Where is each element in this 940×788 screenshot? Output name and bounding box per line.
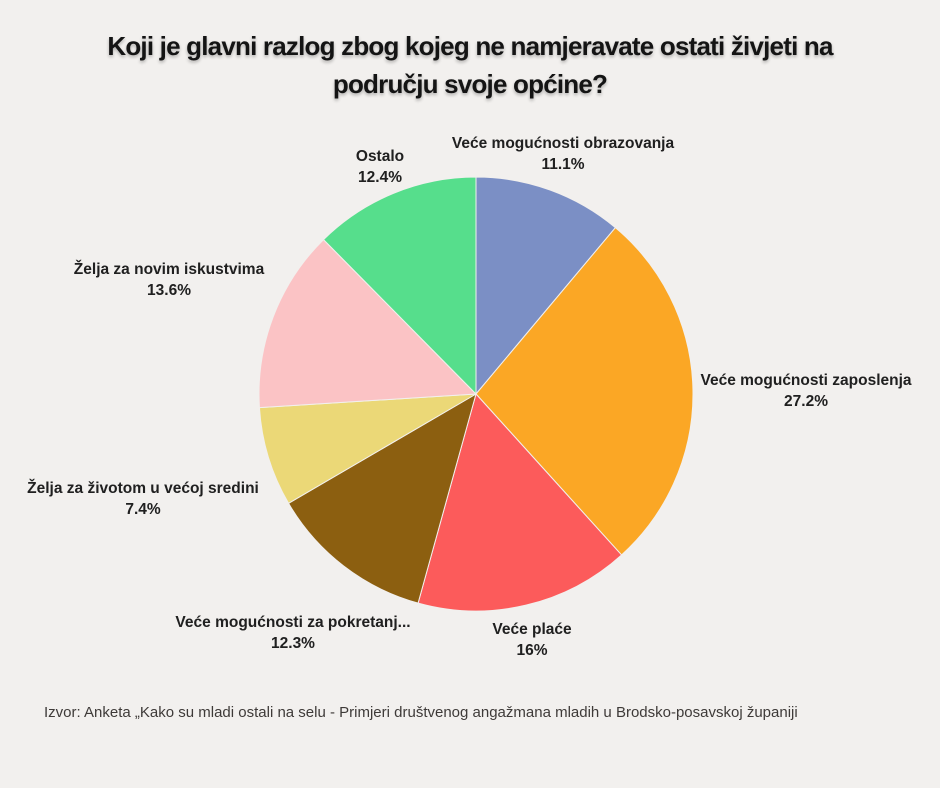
pie-label-iskustva-pct: 13.6% bbox=[147, 282, 191, 299]
source-attribution: Izvor: Anketa „Kako su mladi ostali na s… bbox=[44, 704, 798, 721]
pie-label-iskustva-text: Želja za novim iskustvima bbox=[73, 261, 265, 278]
pie-label-place-pct: 16% bbox=[516, 642, 548, 659]
pie-label-ostalo-pct: 12.4% bbox=[358, 169, 402, 186]
pie-label-obrazovanja-text: Veće mogućnosti obrazovanja bbox=[451, 135, 675, 152]
pie-slice-0 bbox=[475, 176, 616, 395]
pie-label-iskustva: Želja za novim iskustvima 13.6% bbox=[74, 259, 264, 301]
pie-label-obrazovanja: Veće mogućnosti obrazovanja 11.1% bbox=[452, 133, 674, 175]
pie-label-sredina: Želja za životom u većoj sredini 7.4% bbox=[27, 478, 259, 520]
pie-slice-6 bbox=[323, 176, 477, 395]
pie-label-obrazovanja-pct: 11.1% bbox=[541, 156, 585, 173]
pie-label-zaposlenja-text: Veće mogućnosti zaposlenja bbox=[700, 372, 912, 389]
pie-label-zaposlenja-pct: 27.2% bbox=[784, 393, 828, 410]
pie-label-place-text: Veće plaće bbox=[492, 621, 572, 638]
pie-label-zaposlenja: Veće mogućnosti zaposlenja 27.2% bbox=[700, 370, 911, 412]
chart-title-line-2: području svoje općine? bbox=[332, 69, 608, 99]
pie-label-ostalo-text: Ostalo bbox=[355, 148, 405, 165]
pie-label-pokretanje: Veće mogućnosti za pokretanj... 12.3% bbox=[175, 612, 410, 654]
pie-label-pokretanje-text: Veće mogućnosti za pokretanj... bbox=[175, 614, 411, 631]
chart-title: Koji je glavni razlog zbog kojeg ne namj… bbox=[0, 27, 940, 103]
pie-slice-3 bbox=[288, 393, 477, 604]
pie-label-sredina-text: Želja za životom u većoj sredini bbox=[27, 480, 259, 497]
pie-slice-1 bbox=[475, 227, 694, 556]
chart-title-line-1: Koji je glavni razlog zbog kojeg ne namj… bbox=[107, 31, 833, 61]
pie-label-place: Veće plaće 16% bbox=[492, 619, 571, 661]
pie-label-sredina-pct: 7.4% bbox=[125, 501, 161, 518]
pie-slice-2 bbox=[417, 393, 623, 612]
pie-label-ostalo: Ostalo 12.4% bbox=[356, 146, 404, 188]
pie-slice-5 bbox=[258, 239, 477, 409]
pie-slice-4 bbox=[258, 393, 477, 504]
pie-label-pokretanje-pct: 12.3% bbox=[271, 635, 315, 652]
